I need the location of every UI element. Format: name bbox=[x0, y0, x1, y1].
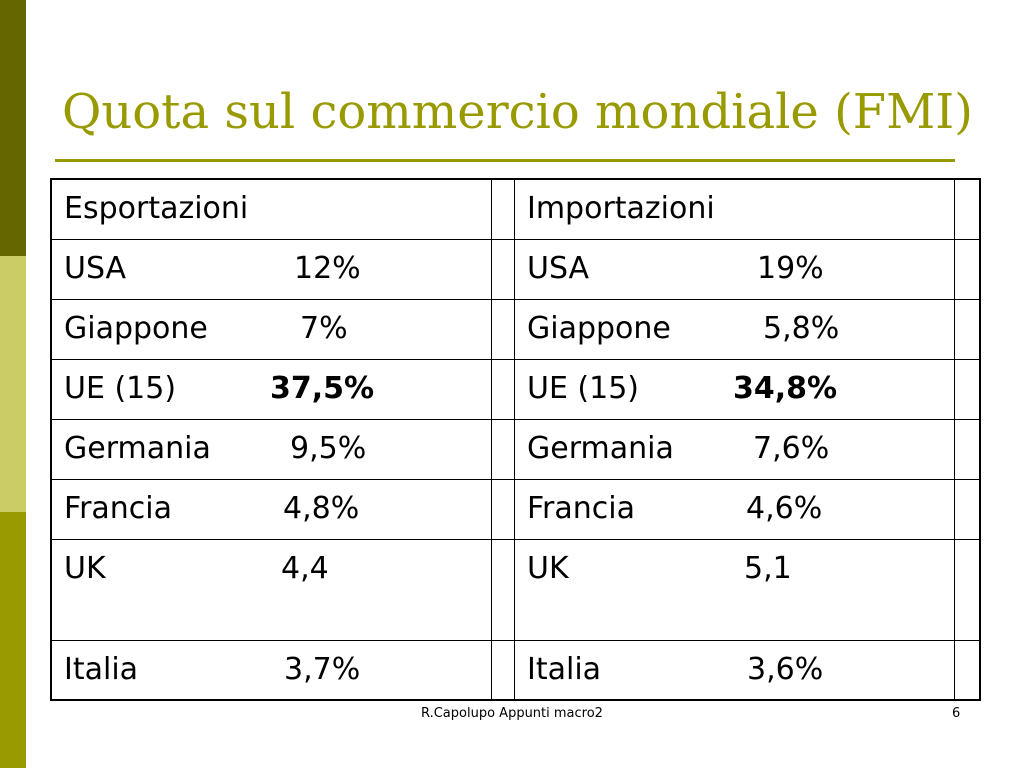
imports-cell: Francia 4,6% bbox=[513, 478, 956, 540]
exports-cell: UK 4,4 bbox=[50, 538, 492, 641]
imports-cell: Italia 3,6% bbox=[513, 639, 956, 701]
exports-country: Giappone bbox=[64, 310, 208, 346]
exports-value: 4,4 bbox=[281, 550, 329, 586]
table-row: Francia 4,8% Francia 4,6% bbox=[50, 478, 981, 540]
exports-cell: Italia 3,7% bbox=[50, 639, 492, 701]
imports-value: 5,8% bbox=[762, 310, 840, 346]
gap-cell bbox=[490, 238, 515, 300]
imports-country: Giappone bbox=[526, 310, 671, 346]
sidebar-band-bottom bbox=[0, 512, 26, 768]
exports-country: Germania bbox=[64, 430, 211, 466]
sidebar-band-middle bbox=[0, 256, 26, 512]
exports-value: 3,7% bbox=[284, 651, 361, 687]
edge-cell bbox=[954, 639, 981, 701]
imports-country: Germania bbox=[526, 430, 674, 466]
page-number: 6 bbox=[952, 706, 961, 721]
table-row: Italia 3,7% Italia 3,6% bbox=[50, 639, 981, 701]
imports-country: Italia bbox=[526, 651, 602, 687]
exports-cell: UE (15) 37,5% bbox=[50, 358, 492, 420]
imports-country: UK bbox=[526, 550, 569, 586]
gap-cell bbox=[490, 538, 515, 641]
imports-value: 19% bbox=[756, 250, 824, 286]
exports-country: Italia bbox=[64, 651, 139, 687]
sidebar-band-top bbox=[0, 0, 26, 256]
gap-cell bbox=[490, 639, 515, 701]
imports-country: Francia bbox=[526, 490, 636, 526]
gap-cell bbox=[490, 478, 515, 540]
edge-cell bbox=[954, 358, 981, 420]
header-imports-cell: Importazioni bbox=[513, 178, 956, 240]
header-exports: Esportazioni bbox=[64, 191, 249, 226]
edge-cell bbox=[954, 478, 981, 540]
exports-cell: Francia 4,8% bbox=[50, 478, 492, 540]
gap-cell bbox=[490, 178, 515, 240]
exports-country: UE (15) bbox=[64, 370, 177, 406]
exports-value: 37,5% bbox=[270, 370, 375, 406]
imports-cell: USA 19% bbox=[513, 238, 956, 300]
edge-cell bbox=[954, 178, 981, 240]
table-row: UK 4,4 UK 5,1 bbox=[50, 538, 981, 641]
gap-cell bbox=[490, 358, 515, 420]
imports-country: USA bbox=[526, 250, 590, 286]
imports-value: 4,6% bbox=[745, 490, 823, 526]
imports-cell: UE (15) 34,8% bbox=[513, 358, 956, 420]
gap-cell bbox=[490, 298, 515, 360]
imports-country: UE (15) bbox=[526, 370, 640, 406]
table-row: Giappone 7% Giappone 5,8% bbox=[50, 298, 981, 360]
exports-country: UK bbox=[64, 550, 106, 586]
exports-value: 4,8% bbox=[283, 490, 360, 526]
table-row: USA 12% USA 19% bbox=[50, 238, 981, 300]
exports-value: 9,5% bbox=[290, 430, 367, 466]
edge-cell bbox=[954, 238, 981, 300]
imports-value: 3,6% bbox=[746, 651, 824, 687]
imports-value: 34,8% bbox=[732, 370, 838, 406]
exports-value: 12% bbox=[294, 250, 361, 286]
exports-country: Francia bbox=[64, 490, 173, 526]
exports-cell: Giappone 7% bbox=[50, 298, 492, 360]
imports-cell: Giappone 5,8% bbox=[513, 298, 956, 360]
header-imports: Importazioni bbox=[526, 191, 715, 226]
edge-cell bbox=[954, 418, 981, 480]
table-row: UE (15) 37,5% UE (15) 34,8% bbox=[50, 358, 981, 420]
imports-cell: Germania 7,6% bbox=[513, 418, 956, 480]
edge-cell bbox=[954, 298, 981, 360]
gap-cell bbox=[490, 418, 515, 480]
imports-value: 5,1 bbox=[743, 550, 792, 586]
exports-value: 7% bbox=[300, 310, 348, 346]
header-exports-cell: Esportazioni bbox=[50, 178, 492, 240]
trade-share-table: Esportazioni Importazioni USA 12% USA 19% … bbox=[50, 178, 981, 701]
exports-cell: Germania 9,5% bbox=[50, 418, 492, 480]
exports-country: USA bbox=[64, 250, 127, 286]
title-underline bbox=[55, 159, 955, 162]
slide-footer: R.Capolupo Appunti macro2 bbox=[421, 706, 603, 721]
edge-cell bbox=[954, 538, 981, 641]
table-header-row: Esportazioni Importazioni bbox=[50, 178, 981, 240]
slide-title: Quota sul commercio mondiale (FMI) bbox=[62, 84, 973, 140]
imports-value: 7,6% bbox=[752, 430, 830, 466]
imports-cell: UK 5,1 bbox=[513, 538, 956, 641]
table-row: Germania 9,5% Germania 7,6% bbox=[50, 418, 981, 480]
exports-cell: USA 12% bbox=[50, 238, 492, 300]
